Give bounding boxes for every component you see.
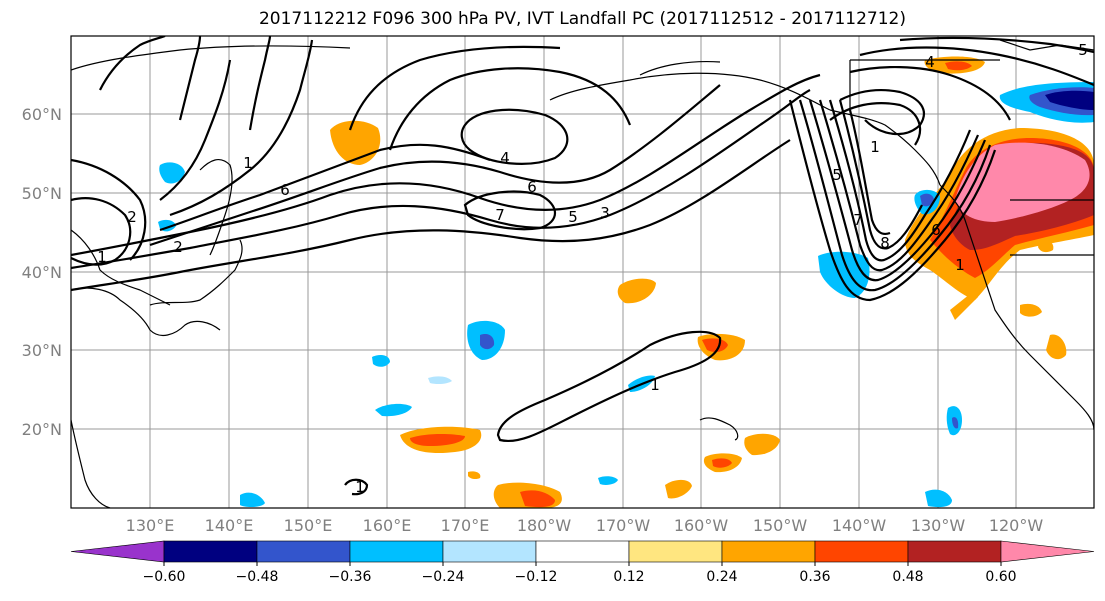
contour-label: 7: [853, 211, 863, 229]
lon-label: 130°E: [126, 516, 175, 535]
lon-label: 170°W: [596, 516, 651, 535]
lon-label: 150°W: [753, 516, 808, 535]
lon-label: 120°W: [989, 516, 1044, 535]
colorbar-segment: [163, 540, 258, 563]
contour-label: 5: [832, 166, 842, 184]
colorbar-segment: [349, 540, 444, 563]
colorbar-tick-label: −0.12: [515, 569, 558, 585]
lat-label: 60°N: [22, 105, 62, 124]
colorbar-tick-label: −0.24: [422, 569, 465, 585]
colorbar: −0.60 −0.48 −0.36 −0.24 −0.12 0.12 0.24 0.36 0.4…: [70, 540, 1095, 585]
contour-label: 7: [495, 206, 505, 224]
lon-label: 140°E: [205, 516, 254, 535]
contour-label: 1: [650, 376, 660, 394]
colorbar-segment: [721, 540, 816, 563]
colorbar-tick-label: −0.36: [329, 569, 372, 585]
contour-labels: 4 6 7 5 3 1 2 6 1 1 5 7 8 6 1 1 4 5 1 2: [97, 41, 1088, 496]
colorbar-tick-label: 0.36: [799, 569, 830, 585]
colorbar-segment: [442, 540, 537, 563]
lat-label: 30°N: [22, 341, 62, 360]
colorbar-segment: [256, 540, 351, 563]
contour-label: 3: [600, 204, 610, 222]
map-frame: [70, 35, 1095, 509]
lon-label: 160°E: [363, 516, 412, 535]
colorbar-segment: [814, 540, 909, 563]
colorbar-tick-label: 0.12: [613, 569, 644, 585]
coastlines: [71, 39, 1094, 508]
colorbar-segment: [1000, 540, 1095, 563]
colorbar-tick-label: −0.60: [143, 569, 186, 585]
contour-label: 4: [500, 149, 510, 167]
colorbar-segment: [628, 540, 723, 563]
lon-label: 130°W: [911, 516, 966, 535]
contour-label: 1: [243, 154, 253, 172]
colorbar-tick-label: 0.24: [706, 569, 737, 585]
contour-label: 6: [931, 221, 941, 239]
lon-label: 160°W: [674, 516, 729, 535]
lat-label: 50°N: [22, 184, 62, 203]
contour-label: 1: [97, 248, 107, 266]
contour-label: 2: [173, 238, 183, 256]
contour-label: 5: [1078, 41, 1088, 59]
latitude-labels: 60°N 50°N 40°N 30°N 20°N: [22, 105, 62, 439]
contour-label: 8: [880, 234, 890, 252]
map-title: 2017112212 F096 300 hPa PV, IVT Landfall…: [258, 9, 906, 29]
contour-label: 1: [870, 138, 880, 156]
colorbar-tick-label: −0.48: [236, 569, 279, 585]
lat-label: 40°N: [22, 263, 62, 282]
lat-label: 20°N: [22, 420, 62, 439]
lon-label: 180°W: [517, 516, 572, 535]
contour-label: 4: [925, 53, 935, 71]
colorbar-segment: [70, 540, 165, 563]
contour-label: 2: [127, 208, 137, 226]
contour-label: 6: [280, 181, 290, 199]
longitude-labels: 130°E 140°E 150°E 160°E 170°E 180°W 170°…: [126, 516, 1044, 535]
lon-label: 140°W: [832, 516, 887, 535]
colorbar-tick-label: 0.48: [892, 569, 923, 585]
contour-label: 1: [955, 256, 965, 274]
lon-label: 150°E: [284, 516, 333, 535]
colorbar-tick-label: 0.60: [985, 569, 1016, 585]
contour-label: 1: [355, 478, 365, 496]
contour-label: 6: [527, 178, 537, 196]
colorbar-segment: [535, 540, 630, 563]
contour-label: 5: [568, 208, 578, 226]
ivt-shading: [158, 56, 1094, 508]
pv-contours: [71, 36, 1094, 496]
colorbar-segment: [907, 540, 1002, 563]
lon-label: 170°E: [441, 516, 490, 535]
